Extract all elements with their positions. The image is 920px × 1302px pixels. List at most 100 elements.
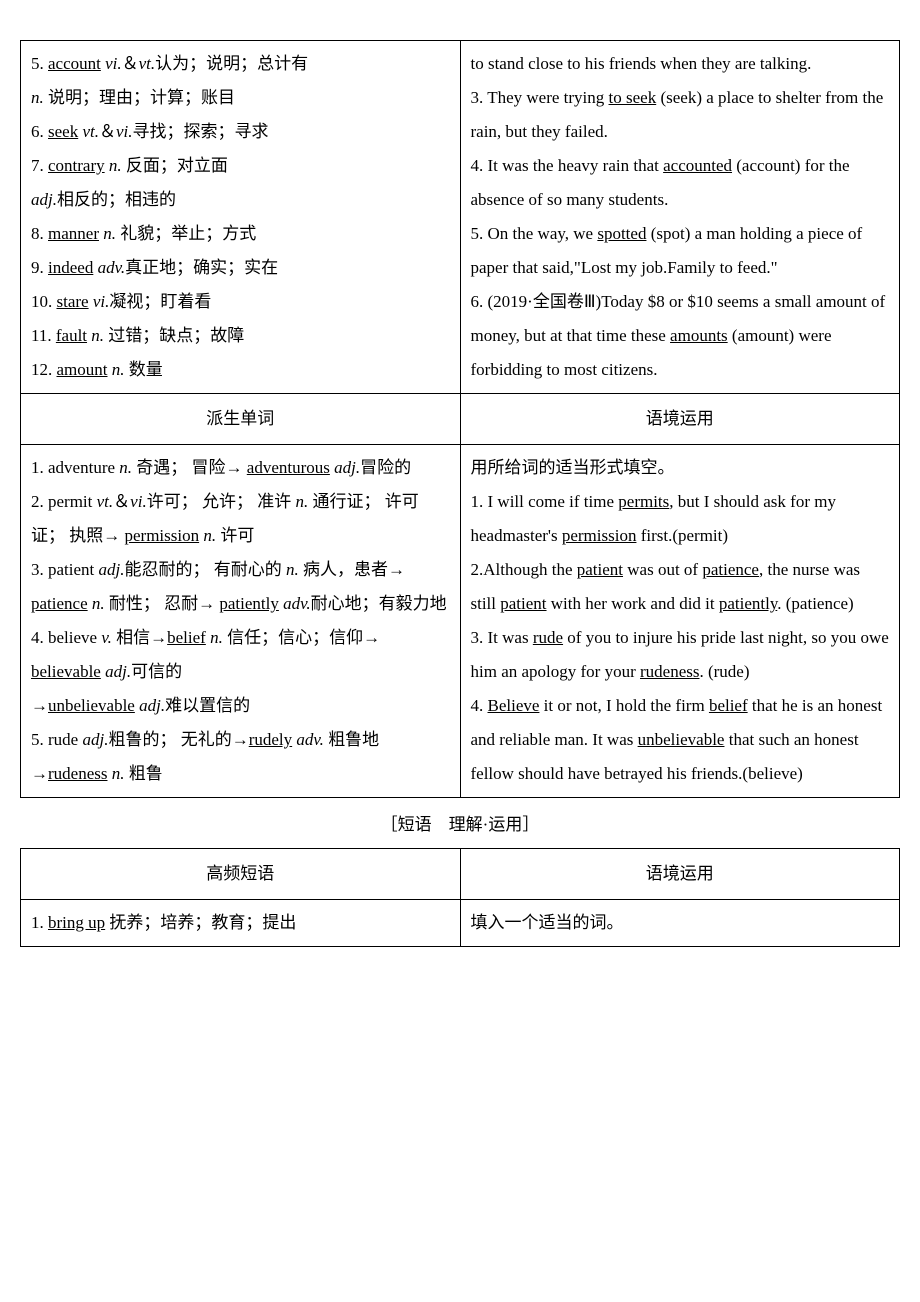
pos: vi. [130, 492, 147, 511]
pos: adv. [283, 594, 311, 613]
text: 粗鲁的； 无礼的→ [108, 730, 248, 749]
answer: rude [533, 628, 563, 647]
vocab-item-7: 7. contrary n. 反面；对立面 [31, 149, 450, 183]
amp: ＆ [99, 122, 116, 141]
pos: n. [119, 458, 132, 477]
num: 9. [31, 258, 48, 277]
word: contrary [48, 156, 105, 175]
derived-1: 1. adventure n. 奇遇； 冒险→ adventurous adj.… [31, 451, 450, 485]
vocab-item-8: 8. manner n. 礼貌；举止；方式 [31, 217, 450, 251]
pos: vi. [93, 292, 110, 311]
page-container: 5. account vi.＆vt.认为；说明；总计有 n. 说明；理由；计算；… [20, 40, 900, 947]
answer: spotted [597, 224, 646, 243]
pos: n. [91, 326, 104, 345]
def: 抚养；培养；教育；提出 [105, 913, 296, 932]
num: 8. [31, 224, 48, 243]
pos: adv. [98, 258, 126, 277]
instruction: 用所给词的适当形式填空。 [471, 451, 890, 485]
answer: patience [31, 594, 88, 613]
def: 反面；对立面 [122, 156, 228, 175]
text: 3. patient [31, 560, 99, 579]
text: 许可； 允许； 准许 [147, 492, 296, 511]
def: 许可 [216, 526, 254, 545]
pos: n. [109, 156, 122, 175]
ex-3: 3. It was rude of you to injure his prid… [471, 621, 890, 689]
answer: patiently [219, 594, 278, 613]
vocab-item-6: 6. seek vt.＆vi.寻找；探索；寻求 [31, 115, 450, 149]
text: 能忍耐的； 有耐心的 [125, 560, 287, 579]
answer: Believe [488, 696, 540, 715]
pos: n. [103, 224, 116, 243]
header-derived: 派生单词 [21, 394, 461, 445]
answer: belief [167, 628, 206, 647]
phrase-right-cell: 填入一个适当的词。 [460, 900, 900, 947]
num: 5. [31, 54, 48, 73]
text: 3. It was [471, 628, 533, 647]
word: account [48, 54, 101, 73]
derived-5: 5. rude adj.粗鲁的； 无礼的→rudely adv. 粗鲁地→rud… [31, 723, 450, 791]
pos: n. [286, 560, 299, 579]
vocab-item-12: 12. amount n. 数量 [31, 353, 450, 387]
phrase: bring up [48, 913, 105, 932]
text: was out of [623, 560, 702, 579]
text: 1. adventure [31, 458, 119, 477]
usage-2cont: to stand close to his friends when they … [471, 47, 890, 81]
answer: permits [618, 492, 669, 511]
text: 2.Although the [471, 560, 577, 579]
text: . (patience) [777, 594, 853, 613]
derived-3: 3. patient adj.能忍耐的； 有耐心的 n. 病人，患者→ pati… [31, 553, 450, 621]
derived-left-cell: 1. adventure n. 奇遇； 冒险→ adventurous adj.… [21, 445, 461, 798]
num: 10. [31, 292, 57, 311]
usage-4: 4. It was the heavy rain that accounted … [471, 149, 890, 217]
answer: patient [500, 594, 546, 613]
pos: n. [210, 628, 223, 647]
answer: amounts [670, 326, 728, 345]
section-caption: ［短语 理解·运用］ [20, 808, 900, 842]
num: 11. [31, 326, 56, 345]
text: 耐性； 忍耐→ [105, 594, 220, 613]
pos: vi. [116, 122, 133, 141]
word: seek [48, 122, 78, 141]
answer: patiently [719, 594, 777, 613]
phrase-1: 1. bring up 抚养；培养；教育；提出 [31, 906, 450, 940]
text: 5. On the way, we [471, 224, 598, 243]
answer: permission [125, 526, 200, 545]
text: . (rude) [699, 662, 749, 681]
text: it or not, I hold the firm [539, 696, 709, 715]
def: 相反的；相违的 [57, 190, 176, 209]
num: 1. [31, 913, 48, 932]
word: fault [56, 326, 87, 345]
vocab-item-9: 9. indeed adv.真正地；确实；实在 [31, 251, 450, 285]
phrase-left-cell: 1. bring up 抚养；培养；教育；提出 [21, 900, 461, 947]
def: 寻找；探索；寻求 [133, 122, 269, 141]
text: with her work and did it [547, 594, 719, 613]
pos: n. [31, 88, 44, 107]
pos: adj. [139, 696, 165, 715]
pos: vt. [82, 122, 99, 141]
answer: patience [702, 560, 759, 579]
phrase-table: 高频短语 语境运用 1. bring up 抚养；培养；教育；提出 填入一个适当… [20, 848, 900, 947]
vocab-item-11: 11. fault n. 过错；缺点；故障 [31, 319, 450, 353]
text: 奇遇； 冒险→ [132, 458, 247, 477]
derived-4b: →unbelievable adj.难以置信的 [31, 689, 450, 723]
text: 1. I will come if time [471, 492, 619, 511]
pos: vt. [97, 492, 114, 511]
num: 12. [31, 360, 57, 379]
usage-right-cell: to stand close to his friends when they … [460, 41, 900, 394]
vocab-item-10: 10. stare vi.凝视；盯着看 [31, 285, 450, 319]
pos: n. [295, 492, 308, 511]
text: first.(permit) [636, 526, 728, 545]
word: stare [57, 292, 89, 311]
answer: rudeness [48, 764, 107, 783]
pos: adj. [334, 458, 360, 477]
text: 4. [471, 696, 488, 715]
answer: unbelievable [638, 730, 725, 749]
vocab-item-5: 5. account vi.＆vt.认为；说明；总计有 [31, 47, 450, 81]
ex-1: 1. I will come if time permits, but I sh… [471, 485, 890, 553]
word: amount [57, 360, 108, 379]
def: 难以置信的 [165, 696, 250, 715]
derived-4: 4. believe v. 相信→belief n. 信任；信心；信仰→ bel… [31, 621, 450, 689]
derived-2: 2. permit vt.＆vi.许可； 允许； 准许 n. 通行证； 许可证；… [31, 485, 450, 553]
usage-3: 3. They were trying to seek (seek) a pla… [471, 81, 890, 149]
pos: adj. [105, 662, 131, 681]
